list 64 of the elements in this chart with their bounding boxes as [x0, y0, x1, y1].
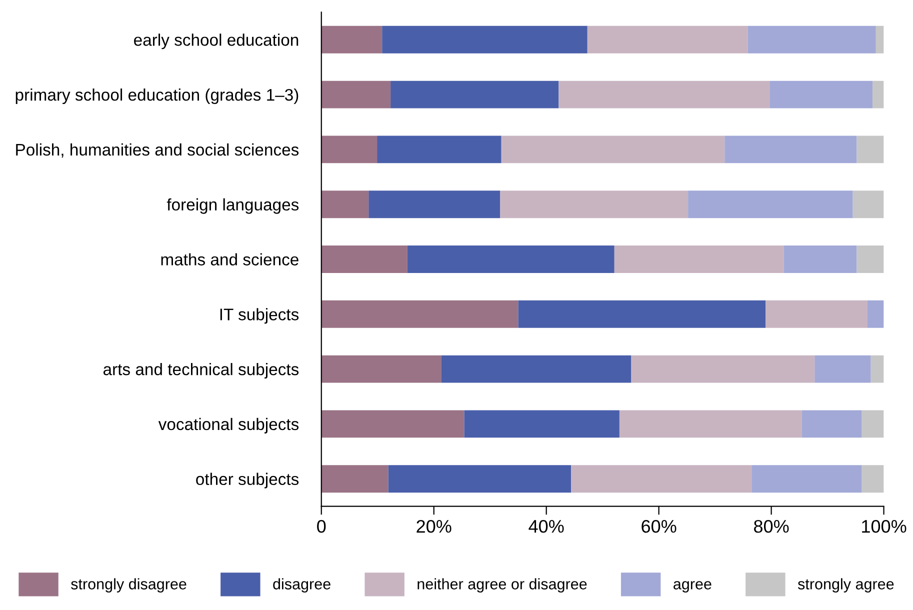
- y-tick-label: vocational subjects: [158, 418, 299, 434]
- bar: [501, 136, 725, 164]
- bar: [862, 410, 884, 438]
- bar: [558, 80, 770, 108]
- bar: [867, 300, 884, 328]
- y-tick-label: other subjects: [196, 472, 299, 488]
- bar: [321, 26, 382, 54]
- legend-label: neither agree or disagree: [418, 578, 587, 592]
- bar: [377, 136, 502, 164]
- bar: [390, 80, 559, 108]
- bar: [814, 355, 871, 383]
- legend-label: agree: [674, 581, 712, 592]
- bar: [770, 80, 873, 108]
- bar: [321, 410, 464, 438]
- bar: [752, 465, 862, 493]
- y-tick-label: arts and technical subjects: [103, 363, 299, 379]
- bar: [321, 300, 518, 328]
- x-tick-label: 100%: [862, 520, 906, 533]
- x-tick-label: 0: [317, 520, 326, 533]
- bar: [631, 355, 815, 383]
- bar: [500, 190, 688, 218]
- bar: [407, 246, 614, 273]
- bar: [388, 465, 572, 493]
- bar: [518, 300, 766, 328]
- bar: [802, 410, 862, 438]
- bar: [688, 190, 853, 218]
- x-tick-label: 80%: [754, 520, 789, 533]
- bar: [614, 246, 784, 273]
- bar: [321, 80, 391, 108]
- bar: [441, 355, 632, 383]
- bar: [382, 26, 588, 54]
- bar: [321, 246, 408, 273]
- bar: [862, 465, 884, 493]
- bar: [872, 80, 884, 108]
- bar: [856, 246, 884, 273]
- y-tick-label: Polish, humanities and social sciences: [16, 143, 299, 158]
- y-tick-label: IT subjects: [220, 308, 299, 324]
- bar: [321, 355, 442, 383]
- bar: [870, 355, 884, 383]
- legend-label: strongly agree: [798, 578, 894, 592]
- bar: [321, 136, 378, 164]
- y-tick-label: maths and science: [161, 253, 298, 266]
- bar: [784, 246, 857, 273]
- bar: [587, 26, 748, 54]
- y-tick-label: early school education: [134, 34, 298, 50]
- bar: [876, 26, 884, 54]
- bar: [856, 136, 884, 164]
- bar: [852, 190, 884, 218]
- legend-label: strongly disagree: [71, 578, 186, 592]
- legend-label: disagree: [273, 578, 330, 592]
- bar: [619, 410, 802, 438]
- bar: [748, 26, 876, 54]
- bar: [464, 410, 620, 438]
- x-tick-label: 60%: [642, 520, 676, 533]
- y-tick-label: foreign languages: [166, 198, 299, 214]
- bar: [571, 465, 752, 493]
- bar: [368, 190, 500, 218]
- bar: [321, 190, 369, 218]
- bar: [321, 465, 388, 493]
- bar: [724, 136, 857, 164]
- y-tick-label: primary school education (grades 1–3): [16, 88, 298, 104]
- bar: [766, 300, 868, 328]
- x-tick-label: 40%: [528, 520, 564, 533]
- x-tick-label: 20%: [416, 520, 452, 533]
